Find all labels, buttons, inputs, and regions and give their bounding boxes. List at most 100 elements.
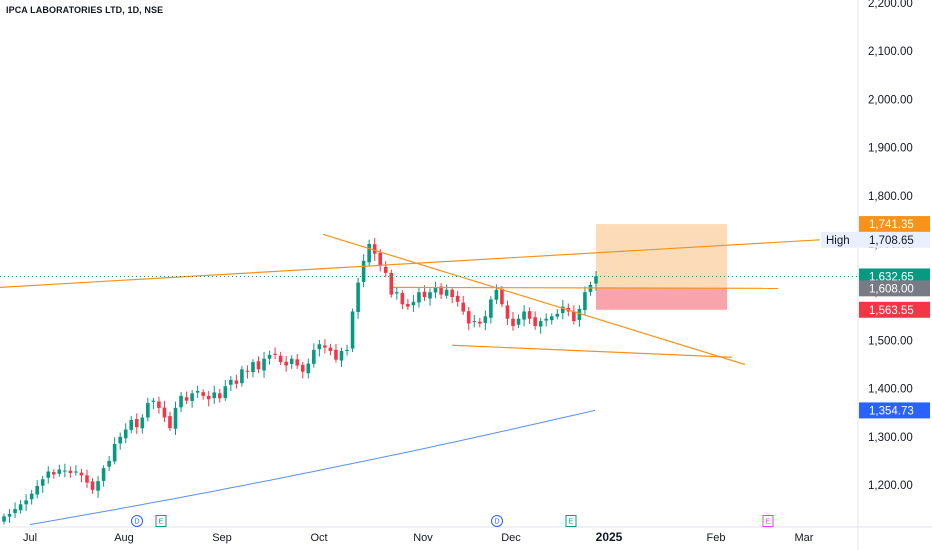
time-tick-label: Dec bbox=[501, 532, 521, 544]
candle-body bbox=[400, 293, 405, 305]
candle-body bbox=[583, 292, 587, 310]
price-tag-label: 1,608.00 bbox=[869, 283, 914, 295]
candle-body bbox=[18, 504, 23, 511]
candle-body bbox=[229, 379, 233, 385]
candle-body bbox=[256, 361, 261, 370]
candle-body bbox=[7, 513, 12, 517]
candle-body bbox=[317, 344, 322, 350]
time-tick-label: Sep bbox=[212, 532, 232, 544]
candle-body bbox=[74, 471, 78, 473]
target-zone bbox=[596, 224, 727, 289]
candle-body bbox=[2, 516, 6, 522]
candle-body bbox=[549, 316, 554, 321]
earnings-event-icon bbox=[762, 515, 774, 527]
candle-body bbox=[511, 318, 515, 326]
candle-body bbox=[450, 289, 454, 298]
candle-body bbox=[107, 460, 111, 467]
candle-body bbox=[173, 407, 178, 429]
candle-body bbox=[478, 321, 482, 324]
candle-body bbox=[234, 380, 239, 384]
candle-body bbox=[79, 472, 84, 476]
candle-body bbox=[129, 419, 134, 430]
candle-body bbox=[157, 401, 161, 408]
candle-body bbox=[328, 347, 333, 352]
price-tick-label: 1,800.00 bbox=[868, 191, 913, 203]
candle-body bbox=[367, 244, 371, 263]
candle-body bbox=[389, 272, 394, 295]
high-label-bg bbox=[821, 231, 858, 248]
price-tick-label: 1,300.00 bbox=[868, 432, 913, 444]
candle-body bbox=[146, 403, 150, 418]
high-label: High bbox=[826, 235, 850, 247]
candle-body bbox=[29, 493, 34, 500]
candle-body bbox=[323, 345, 327, 348]
moving-average-line bbox=[29, 409, 596, 525]
candle-body bbox=[206, 395, 211, 400]
time-tick-label: Nov bbox=[413, 532, 433, 544]
candle-body bbox=[572, 311, 576, 322]
candle-body bbox=[444, 289, 449, 296]
price-tag bbox=[859, 231, 930, 248]
candle-body bbox=[46, 471, 51, 478]
event-letter: E bbox=[569, 519, 574, 526]
candle-body bbox=[295, 359, 300, 366]
candle-body bbox=[378, 252, 383, 266]
candle-body bbox=[489, 299, 493, 318]
candle-body bbox=[112, 444, 117, 462]
candle-body bbox=[594, 276, 598, 284]
candle-body bbox=[51, 472, 56, 475]
candle-body bbox=[278, 355, 283, 363]
trendline bbox=[451, 344, 733, 358]
time-tick-label: Jul bbox=[23, 532, 37, 544]
candle-body bbox=[184, 397, 189, 401]
candle-body bbox=[35, 485, 39, 495]
candle-body bbox=[24, 500, 28, 505]
candle-body bbox=[472, 321, 477, 323]
candle-body bbox=[123, 429, 128, 439]
candle-body bbox=[300, 364, 305, 372]
candle-body bbox=[312, 350, 316, 364]
candle-body bbox=[273, 353, 277, 355]
candle-body bbox=[57, 469, 62, 474]
candle-body bbox=[195, 391, 200, 393]
candle-body bbox=[483, 316, 488, 323]
candle-body bbox=[372, 244, 377, 254]
candle-body bbox=[162, 407, 167, 418]
candle-body bbox=[455, 295, 460, 302]
candle-body bbox=[101, 468, 106, 481]
price-tag bbox=[859, 280, 930, 297]
stop-zone bbox=[596, 288, 727, 310]
trendline bbox=[322, 233, 746, 366]
price-tag-label: 1,354.73 bbox=[869, 405, 914, 417]
candle-body bbox=[538, 321, 543, 327]
candle-body bbox=[289, 358, 294, 365]
time-tick-label: Mar bbox=[795, 532, 814, 544]
candle-body bbox=[561, 306, 565, 314]
price-tag bbox=[859, 301, 930, 318]
candle-body bbox=[422, 291, 427, 298]
price-tag-label: 1,708.65 bbox=[869, 235, 914, 247]
candle-body bbox=[417, 292, 421, 303]
candle-body bbox=[212, 392, 217, 399]
candle-body bbox=[544, 318, 549, 321]
candle-body bbox=[406, 303, 410, 307]
candle-body bbox=[395, 292, 399, 294]
candle-body bbox=[494, 289, 499, 300]
candle-body bbox=[461, 302, 466, 312]
candle-body bbox=[85, 475, 89, 483]
candle-body bbox=[262, 358, 266, 371]
candle-body bbox=[411, 301, 416, 306]
candle-body bbox=[428, 292, 432, 299]
event-letter: E bbox=[159, 519, 164, 526]
candle-body bbox=[118, 436, 122, 444]
candle-body bbox=[190, 393, 194, 401]
candle-body bbox=[533, 317, 537, 326]
candle-body bbox=[284, 361, 288, 366]
candle-body bbox=[350, 311, 355, 349]
time-tick-label: Aug bbox=[114, 532, 134, 544]
price-tag-label: 1,741.35 bbox=[869, 219, 914, 231]
chart-title: IPCA LABORATORIES LTD, 1D, NSE bbox=[6, 5, 164, 15]
candle-body bbox=[96, 481, 100, 491]
price-tag bbox=[859, 216, 930, 233]
